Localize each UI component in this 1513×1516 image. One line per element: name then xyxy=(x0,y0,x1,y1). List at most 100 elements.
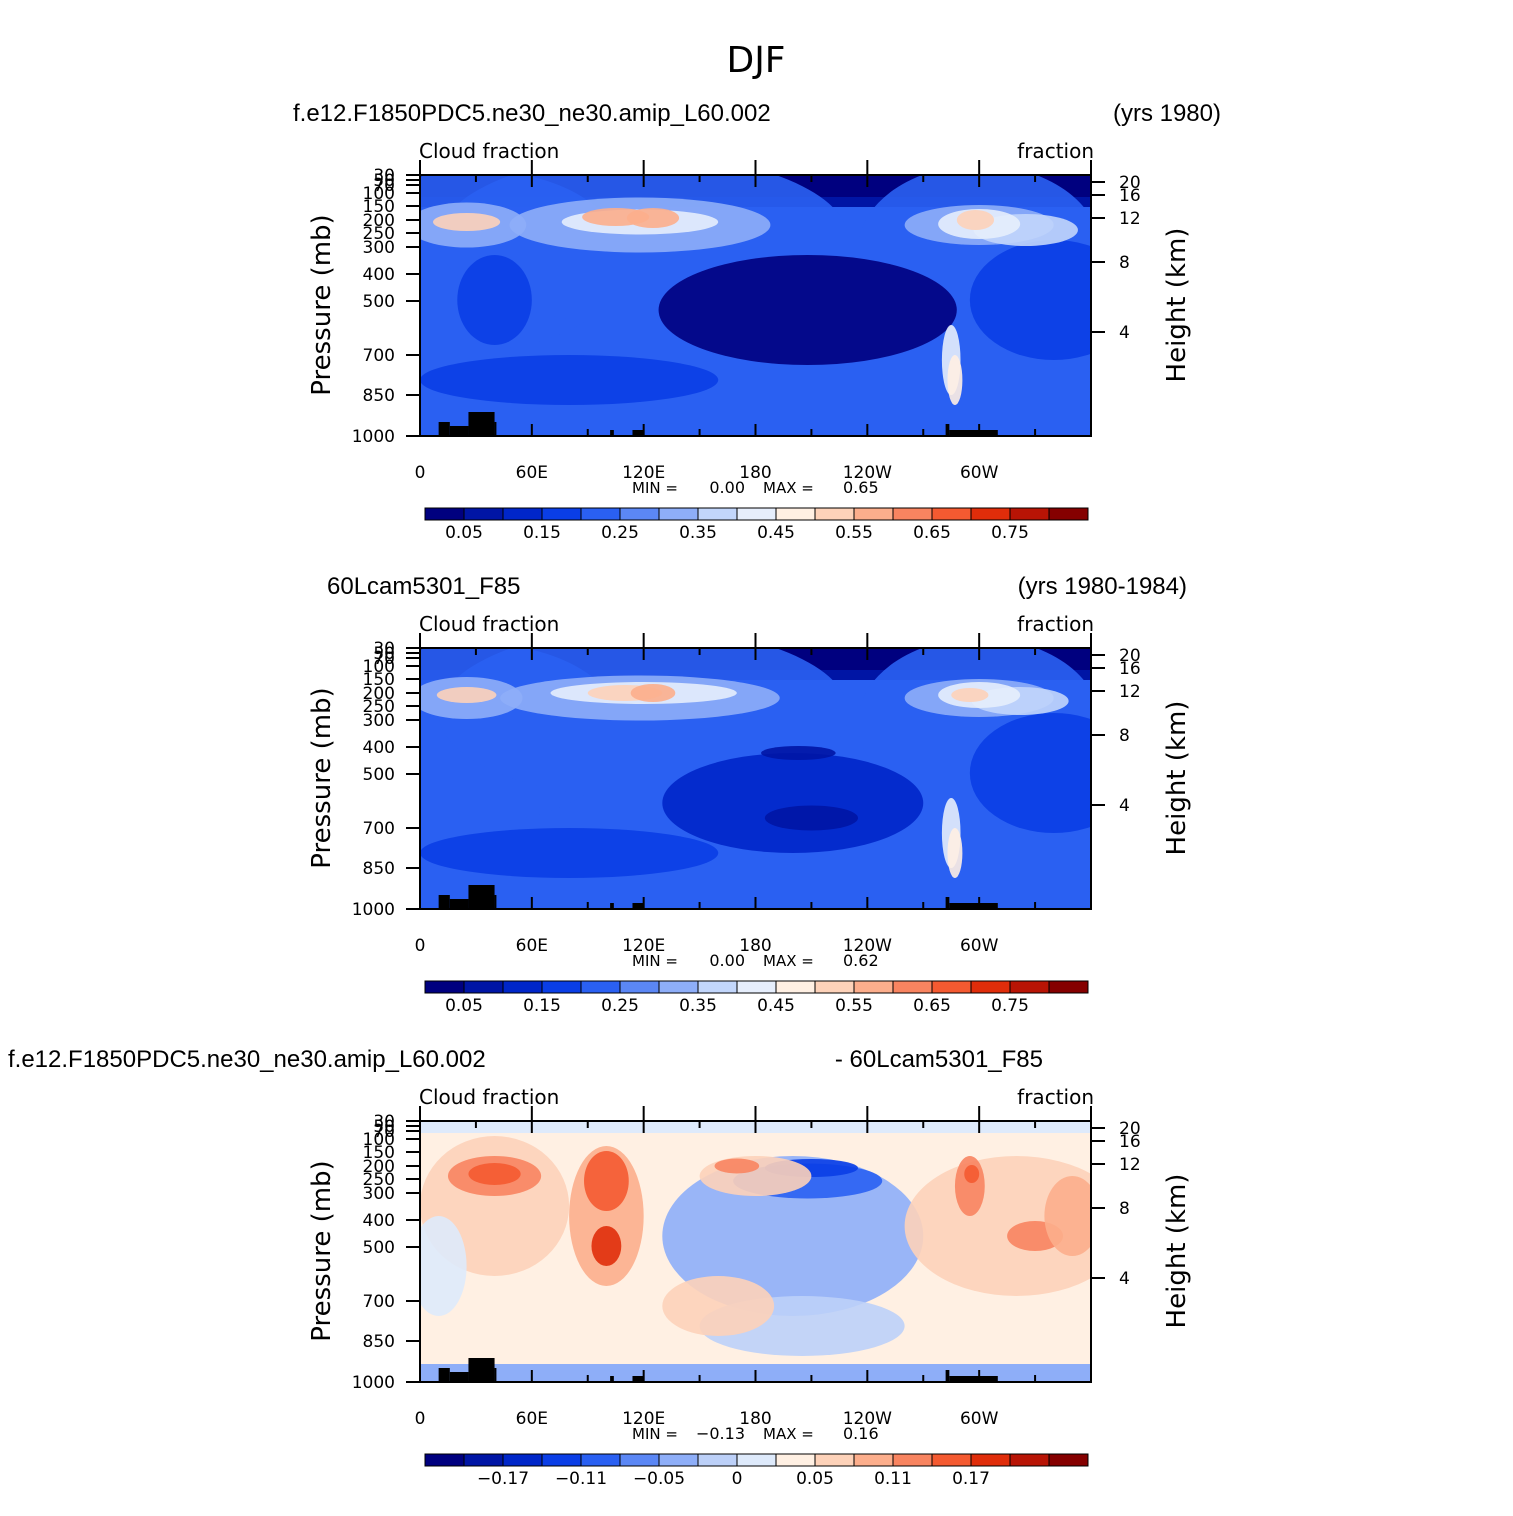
x-tick-label: 60W xyxy=(960,936,999,956)
colorbar-label: 0.45 xyxy=(757,996,795,1016)
y-axis-right-label: Height (km) xyxy=(1162,1174,1192,1329)
terrain-mask xyxy=(632,430,644,436)
colorbar-label: −0.05 xyxy=(633,1469,685,1489)
contour-blob xyxy=(714,1158,760,1174)
panel-right-title: (yrs 1980-1984) xyxy=(1018,573,1187,600)
colorbar-swatch xyxy=(736,1453,777,1467)
right-tick-label: 20 xyxy=(1119,646,1141,666)
colorbar-swatch xyxy=(424,507,465,521)
terrain-mask xyxy=(449,426,469,436)
contour-blob xyxy=(964,1165,980,1183)
colorbar-swatch xyxy=(619,980,660,994)
y-tick-label: 300 xyxy=(363,1184,395,1204)
colorbar-swatch xyxy=(775,980,816,994)
colorbar-swatch xyxy=(892,507,933,521)
y-axis-right-label: Height (km) xyxy=(1162,701,1192,856)
panel-right-title: - 60Lcam5301_F85 xyxy=(835,1046,1043,1073)
colorbar-label: 0 xyxy=(732,1469,743,1489)
x-tick-label: 60W xyxy=(960,463,999,483)
terrain-mask xyxy=(945,1370,950,1382)
right-tick-label: 4 xyxy=(1119,1269,1130,1289)
panel-left-title: f.e12.F1850PDC5.ne30_ne30.amip_L60.002 xyxy=(8,1046,486,1073)
colorbar-swatch xyxy=(931,980,972,994)
y-tick-label: 850 xyxy=(363,859,395,879)
chart-panel-2: 60Lcam5301_F85 (yrs 1980-1984) Cloud fract… xyxy=(307,573,1192,1016)
terrain-mask xyxy=(949,430,998,436)
y-tick-label: 500 xyxy=(363,765,395,785)
right-tick-label: 4 xyxy=(1119,796,1130,816)
y-tick-label: 400 xyxy=(363,265,395,285)
colorbar-swatch xyxy=(424,980,465,994)
contour-field xyxy=(420,1121,1091,1382)
colorbar-swatch xyxy=(658,507,699,521)
y-tick-label: 700 xyxy=(363,1292,395,1312)
y-axis-right-label: Height (km) xyxy=(1162,228,1192,383)
y-tick-label: 250 xyxy=(363,224,395,244)
contour-blob xyxy=(956,210,995,230)
y-tick-label: 30 xyxy=(373,1112,395,1132)
colorbar-swatch xyxy=(1009,1453,1050,1467)
panel-variable-label: Cloud fraction xyxy=(419,1085,559,1109)
contour-blob xyxy=(1044,1176,1091,1256)
colorbar-swatch xyxy=(541,980,582,994)
colorbar-swatch xyxy=(580,1453,621,1467)
colorbar-swatch xyxy=(658,1453,699,1467)
colorbar-label: −0.11 xyxy=(555,1469,607,1489)
colorbar-label: 0.17 xyxy=(952,1469,990,1489)
terrain-mask xyxy=(494,422,497,436)
colorbar-swatch xyxy=(580,980,621,994)
contour-blob xyxy=(420,355,719,405)
y-tick-label: 500 xyxy=(363,292,395,312)
y-tick-label: 850 xyxy=(363,1332,395,1352)
contour-blob xyxy=(951,688,989,702)
figure-title: DJF xyxy=(726,40,785,81)
colorbar-label: 0.65 xyxy=(913,996,951,1016)
colorbar-swatch xyxy=(853,507,894,521)
stats-min-label: MIN = xyxy=(632,952,678,970)
colorbar-label: 0.25 xyxy=(601,996,639,1016)
y-axis-label: Pressure (mb) xyxy=(307,1160,337,1341)
colorbar-swatch xyxy=(931,1453,972,1467)
right-tick-label: 20 xyxy=(1119,173,1141,193)
colorbar-swatch xyxy=(502,1453,543,1467)
terrain-mask xyxy=(610,430,614,436)
terrain-mask xyxy=(949,1376,998,1382)
colorbar-swatch xyxy=(892,1453,933,1467)
colorbar-swatch xyxy=(502,507,543,521)
colorbar-swatch xyxy=(697,980,738,994)
y-tick-label: 250 xyxy=(363,697,395,717)
terrain-mask xyxy=(610,903,614,909)
colorbar-label: 0.55 xyxy=(835,523,873,543)
colorbar-label: 0.75 xyxy=(991,523,1029,543)
stats-min-value: 0.00 xyxy=(709,478,745,497)
right-tick-label: 16 xyxy=(1119,1132,1141,1152)
terrain-mask xyxy=(468,885,495,909)
y-tick-label: 1000 xyxy=(352,900,395,920)
colorbar-label: 0.25 xyxy=(601,523,639,543)
y-tick-label: 200 xyxy=(363,1157,395,1177)
terrain-mask xyxy=(610,1376,614,1382)
colorbar-swatch xyxy=(736,507,777,521)
stats-min-value: −0.13 xyxy=(696,1424,745,1443)
colorbar-label: 0.45 xyxy=(757,523,795,543)
terrain-mask xyxy=(494,895,497,909)
right-tick-label: 8 xyxy=(1119,253,1130,273)
stats-max-value: 0.65 xyxy=(843,478,879,497)
colorbar-swatch xyxy=(1048,507,1089,521)
colorbar-label: 0.35 xyxy=(679,996,717,1016)
panel-units-label: fraction xyxy=(1017,139,1094,163)
contour-blob xyxy=(468,1163,521,1185)
x-tick-label: 180 xyxy=(739,463,771,483)
colorbar-swatch xyxy=(1048,1453,1089,1467)
y-tick-label: 30 xyxy=(373,639,395,659)
contour-blob xyxy=(420,1216,467,1316)
y-tick-label: 100 xyxy=(363,184,395,204)
x-tick-label: 120E xyxy=(622,936,665,956)
x-tick-label: 0 xyxy=(415,1409,426,1429)
colorbar-swatch xyxy=(775,1453,816,1467)
y-tick-label: 100 xyxy=(363,657,395,677)
contour-blob xyxy=(969,713,1091,833)
x-tick-label: 0 xyxy=(415,936,426,956)
contour-blob xyxy=(947,828,963,878)
right-tick-label: 20 xyxy=(1119,1119,1141,1139)
